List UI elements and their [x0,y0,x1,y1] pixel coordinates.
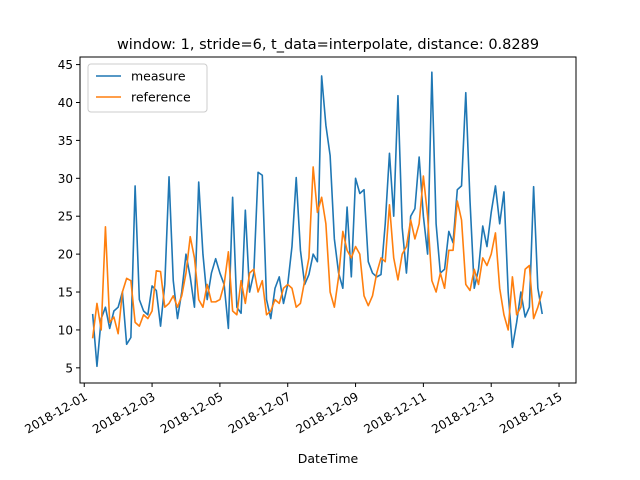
y-tick-label: 15 [58,286,73,300]
chart-title: window: 1, stride=6, t_data=interpolate,… [117,37,539,53]
y-tick-label: 5 [65,361,73,375]
y-axis-ticks: 5 10 15 20 25 30 35 40 45 [58,58,80,375]
axes-frame [79,56,577,384]
y-tick-label: 25 [58,210,73,224]
legend-label-reference: reference [131,90,191,105]
y-tick-label: 35 [58,134,73,148]
y-tick-label: 40 [58,96,73,110]
y-tick-label: 30 [58,172,73,186]
chart-legend: measure reference [87,63,208,113]
y-tick-label: 20 [58,248,73,262]
y-tick-label: 45 [58,58,73,72]
series-line-reference [91,166,544,339]
x-axis-label: DateTime [298,451,359,466]
series-line-measure [91,71,544,368]
plot-area [79,56,577,384]
y-tick-label: 10 [58,323,73,337]
legend-label-measure: measure [131,69,186,84]
